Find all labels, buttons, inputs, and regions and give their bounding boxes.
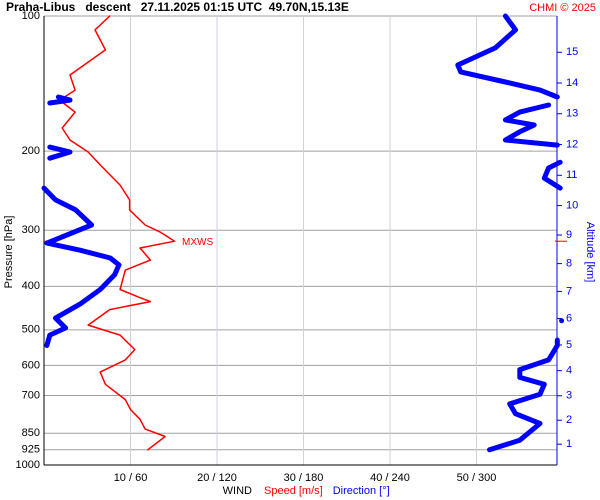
y2-tick-label: 15	[566, 46, 578, 58]
y-tick-label: 500	[22, 324, 40, 336]
y2-tick-label: 13	[566, 108, 578, 120]
y-tick-label: 400	[22, 280, 40, 292]
y-axis-label: Pressure [hPa]	[3, 216, 15, 289]
x-tick-label: 30 / 180	[284, 472, 324, 484]
series-line	[58, 15, 176, 451]
series-line	[41, 13, 565, 453]
y2-tick-label: 2	[566, 414, 572, 426]
chart-title: Praha-Libus descent 27.11.2025 01:15 UTC…	[6, 0, 349, 14]
y-tick-label: 1000	[16, 459, 40, 471]
x-tick-label: 20 / 120	[197, 472, 237, 484]
y2-tick-label: 10	[566, 199, 578, 211]
y2-tick-label: 11	[566, 169, 577, 181]
y2-tick-label: 1	[566, 438, 572, 450]
x-tick-label: 10 / 60	[114, 472, 148, 484]
annotation: MXWS	[182, 237, 213, 248]
legend-entry: Direction [°]	[333, 485, 390, 497]
y-tick-label: 100	[22, 10, 40, 22]
y2-tick-label: 6	[566, 312, 572, 324]
y-tick-label: 200	[22, 145, 40, 157]
y-tick-label: 700	[22, 389, 40, 401]
y2-tick-label: 8	[566, 258, 572, 270]
copyright: CHMI © 2025	[529, 2, 596, 14]
y2-tick-label: 5	[566, 339, 572, 351]
y2-tick-label: 9	[566, 229, 572, 241]
y2-tick-label: 3	[566, 390, 572, 402]
y-tick-label: 300	[22, 224, 40, 236]
y2-tick-label: 7	[566, 285, 572, 297]
y2-tick-label: 4	[566, 365, 572, 377]
x-tick-label: 40 / 240	[370, 472, 410, 484]
y-tick-label: 925	[22, 444, 40, 456]
y2-axis-label: Altitude [km]	[584, 222, 596, 283]
x-axis-label: WIND	[223, 485, 252, 497]
y2-tick-label: 14	[566, 77, 578, 89]
y2-tick-label: 12	[566, 138, 578, 150]
legend-entry: Speed [m/s]	[264, 485, 323, 497]
y-tick-label: 600	[22, 359, 40, 371]
y-tick-label: 850	[22, 427, 40, 439]
x-tick-label: 50 / 300	[457, 472, 497, 484]
